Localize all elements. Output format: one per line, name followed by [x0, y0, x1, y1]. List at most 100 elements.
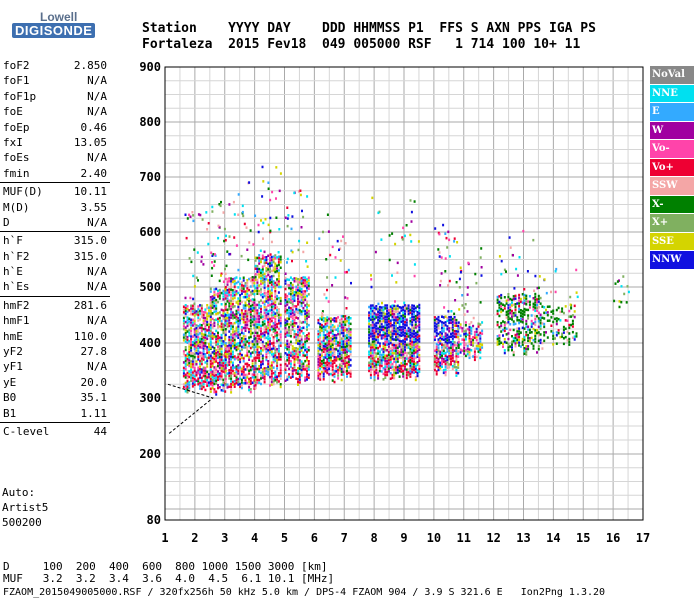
- lowell-logo-text: Lowell: [40, 10, 78, 24]
- echo-point: [239, 299, 242, 303]
- echo-point: [541, 322, 544, 325]
- echo-point: [254, 312, 257, 315]
- echo-point: [437, 315, 440, 319]
- echo-point: [202, 344, 205, 347]
- echo-point: [231, 289, 234, 292]
- echo-point: [537, 339, 540, 343]
- echo-point: [239, 358, 242, 361]
- echo-point: [322, 356, 325, 359]
- echo-point: [240, 281, 243, 284]
- echo-point: [265, 275, 268, 278]
- echo-point: [230, 385, 233, 389]
- param-value: 27.8: [80, 345, 108, 359]
- echo-point: [256, 375, 259, 379]
- echo-point: [186, 380, 189, 383]
- echo-point: [261, 279, 264, 282]
- echo-point: [228, 358, 231, 361]
- echo-point: [254, 317, 257, 321]
- echo-point: [437, 363, 440, 366]
- echo-point: [453, 349, 456, 352]
- echo-point: [568, 323, 571, 327]
- echo-point: [557, 331, 560, 335]
- echo-point: [304, 290, 307, 293]
- echo-point: [267, 360, 270, 363]
- echo-point: [561, 335, 564, 338]
- echo-point: [380, 325, 383, 329]
- echo-point: [349, 342, 352, 345]
- echo-point: [224, 366, 227, 370]
- echo-point: [230, 347, 233, 350]
- echo-point-sparse: [254, 214, 257, 217]
- echo-point: [444, 346, 447, 349]
- echo-point: [570, 323, 573, 327]
- echo-point: [291, 303, 294, 306]
- echo-point: [326, 324, 329, 328]
- echo-point: [237, 330, 240, 334]
- echo-point: [256, 353, 259, 357]
- echo-point: [409, 347, 412, 351]
- echo-point: [546, 336, 549, 339]
- echo-point: [246, 351, 249, 354]
- echo-point: [199, 340, 202, 343]
- echo-point-sparse: [279, 172, 282, 175]
- echo-point-sparse: [226, 250, 229, 253]
- echo-point-sparse: [447, 310, 450, 313]
- echo-point: [300, 349, 303, 352]
- echo-point: [307, 293, 310, 296]
- echo-point: [319, 336, 322, 340]
- echo-point: [237, 353, 240, 356]
- echo-point: [274, 379, 277, 382]
- echo-point: [263, 334, 266, 337]
- echo-point: [446, 333, 449, 337]
- echo-point: [555, 322, 558, 326]
- echo-point: [261, 346, 264, 349]
- echo-point: [263, 328, 266, 331]
- echo-point: [481, 346, 484, 349]
- echo-point: [369, 354, 372, 358]
- echo-point: [555, 320, 558, 323]
- echo-point: [289, 315, 292, 318]
- echo-point: [249, 324, 252, 327]
- echo-point: [329, 345, 332, 348]
- echo-point: [618, 305, 621, 309]
- echo-point-sparse: [275, 197, 277, 200]
- param-value: 35.1: [80, 391, 108, 405]
- echo-point: [291, 297, 294, 301]
- echo-point: [256, 342, 259, 346]
- legend: NoVal NNE E W Vo- Vo+ SSW X- X+ SSE NNW: [650, 66, 694, 270]
- echo-point: [329, 359, 332, 362]
- echo-point-sparse: [453, 312, 456, 316]
- echo-point-sparse: [184, 213, 187, 216]
- echo-point: [256, 378, 259, 382]
- echo-point: [265, 314, 268, 317]
- echo-point-sparse: [189, 296, 192, 300]
- echo-point: [450, 354, 452, 358]
- echo-point: [218, 316, 221, 320]
- echo-point: [188, 334, 191, 337]
- echo-point: [239, 288, 242, 291]
- echo-point: [204, 372, 207, 375]
- echo-point: [413, 329, 415, 333]
- echo-point: [331, 373, 334, 377]
- echo-point: [190, 324, 193, 327]
- echo-point: [409, 356, 412, 359]
- echo-point: [291, 347, 294, 351]
- echo-point: [272, 347, 275, 350]
- echo-point: [297, 372, 299, 375]
- echo-point: [464, 324, 467, 327]
- echo-point: [254, 375, 257, 379]
- echo-point: [384, 337, 387, 341]
- echo-point: [534, 306, 537, 310]
- echo-point: [444, 368, 447, 371]
- echo-point: [304, 340, 307, 344]
- echo-point: [532, 327, 535, 331]
- echo-point: [267, 326, 270, 330]
- echo-point: [304, 343, 307, 346]
- echo-point: [251, 359, 254, 362]
- echo-point: [479, 334, 482, 337]
- echo-point: [248, 311, 251, 314]
- echo-point: [512, 350, 515, 354]
- echo-point: [393, 376, 396, 380]
- echo-point: [224, 369, 227, 372]
- echo-point: [260, 258, 262, 261]
